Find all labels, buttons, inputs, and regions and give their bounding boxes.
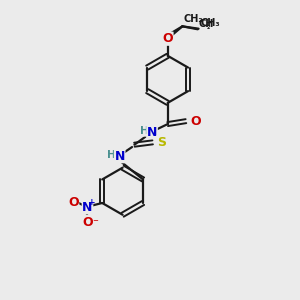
Text: CH₂: CH₂ [183,14,203,24]
Text: S: S [157,136,166,149]
Text: CH: CH [199,19,214,29]
Text: ₂: ₂ [207,22,211,31]
Text: O: O [162,32,173,45]
Text: ⁻: ⁻ [92,219,98,229]
Text: N: N [115,150,125,163]
Text: O: O [68,196,79,208]
Text: N: N [82,201,93,214]
Text: CH₃: CH₃ [200,17,220,28]
Text: H: H [140,126,148,136]
Text: O: O [190,115,201,128]
Text: N: N [147,125,157,139]
Text: +: + [88,198,96,207]
Text: O: O [82,216,93,229]
Text: H: H [107,150,116,160]
